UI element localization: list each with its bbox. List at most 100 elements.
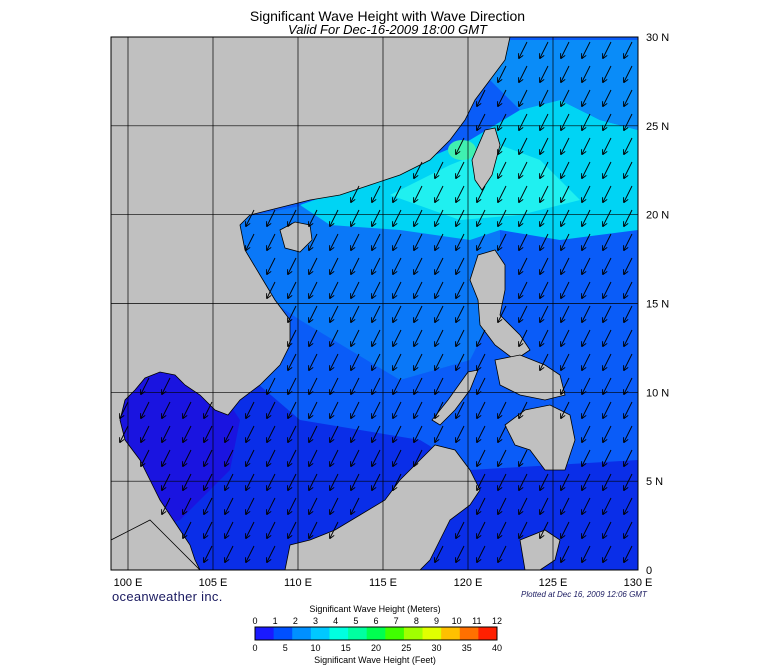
wave-arrow — [456, 305, 465, 322]
latitude-labels: 0 5 N 10 N 15 N 20 N 25 N 30 N — [646, 32, 669, 577]
wave-arrow — [351, 305, 360, 322]
wave-arrow — [267, 521, 276, 538]
colorbar-swatch — [459, 627, 479, 640]
wave-arrow — [330, 425, 339, 442]
wave-arrow — [288, 209, 297, 226]
wave-arrow — [477, 449, 486, 466]
wave-arrow — [267, 473, 276, 490]
wave-arrow — [246, 401, 255, 418]
wave-arrow — [582, 137, 591, 154]
wave-arrow — [561, 137, 570, 154]
wave-arrow — [267, 281, 276, 298]
wave-arrow — [372, 305, 381, 322]
wave-arrow — [456, 137, 465, 154]
wave-arrow — [540, 233, 549, 250]
wave-arrow — [183, 401, 192, 418]
wave-arrow — [330, 497, 339, 514]
wave-arrow — [624, 425, 633, 442]
wave-arrow — [414, 377, 423, 394]
wave-arrow — [624, 137, 633, 154]
sea-zone-pacific — [490, 40, 638, 130]
wave-arrow — [582, 545, 591, 562]
wave-arrow — [561, 41, 570, 58]
wave-arrow — [414, 185, 423, 202]
colorbar-meters-tick: 2 — [293, 616, 298, 626]
wave-direction-arrows — [120, 41, 633, 562]
wave-arrow — [519, 257, 528, 274]
wave-arrow — [561, 329, 570, 346]
wave-arrow — [288, 377, 297, 394]
wave-arrow — [372, 329, 381, 346]
wave-arrow — [540, 521, 549, 538]
wave-arrow — [456, 209, 465, 226]
wave-arrow — [540, 113, 549, 130]
wave-arrow — [603, 545, 612, 562]
wave-arrow — [603, 209, 612, 226]
wave-arrow — [582, 41, 591, 58]
colorbar-swatch — [310, 627, 330, 640]
wave-arrow — [498, 89, 507, 106]
wave-arrow — [225, 473, 234, 490]
wave-arrow — [288, 257, 297, 274]
wave-arrow — [351, 209, 360, 226]
wave-arrow — [288, 281, 297, 298]
wave-arrow — [183, 473, 192, 490]
wave-arrow — [582, 209, 591, 226]
colorbar-swatch — [366, 627, 386, 640]
wave-arrow — [603, 65, 612, 82]
wave-arrow — [561, 65, 570, 82]
colorbar-swatch — [385, 627, 405, 640]
wave-arrow — [414, 305, 423, 322]
colorbar-meters-tick: 3 — [313, 616, 318, 626]
wave-arrow — [204, 473, 213, 490]
wave-arrow — [267, 257, 276, 274]
wave-arrow — [288, 521, 297, 538]
colorbar-swatch — [478, 627, 498, 640]
wave-arrow — [603, 425, 612, 442]
wave-arrow — [372, 425, 381, 442]
wave-arrow — [288, 305, 297, 322]
land-hainan — [279, 221, 313, 253]
wave-arrow — [162, 473, 171, 490]
wave-arrow — [477, 353, 486, 370]
wave-arrow — [351, 185, 360, 202]
wave-arrow — [582, 473, 591, 490]
wave-arrow — [183, 449, 192, 466]
wave-arrow — [372, 281, 381, 298]
wave-arrow — [225, 449, 234, 466]
wave-arrow — [519, 41, 528, 58]
longitude-label: 105 E — [199, 577, 228, 589]
wave-arrow — [372, 185, 381, 202]
wave-arrow — [519, 497, 528, 514]
wave-arrow — [330, 353, 339, 370]
wave-arrow — [204, 545, 213, 562]
wave-arrow — [393, 305, 402, 322]
wave-arrow — [519, 401, 528, 418]
wave-arrow — [624, 329, 633, 346]
wave-arrow — [456, 425, 465, 442]
wave-arrow — [456, 329, 465, 346]
wave-arrow — [519, 521, 528, 538]
wave-arrow — [309, 377, 318, 394]
map-subtitle: Valid For Dec-16-2009 18:00 GMT — [288, 22, 487, 37]
colorbar-swatch — [441, 627, 461, 640]
wave-arrow — [624, 377, 633, 394]
wave-arrow — [603, 185, 612, 202]
wave-arrow — [351, 449, 360, 466]
wave-arrow — [330, 521, 339, 538]
wave-arrow — [624, 473, 633, 490]
wave-arrow — [414, 281, 423, 298]
wave-arrow — [603, 233, 612, 250]
wave-arrow — [141, 401, 150, 418]
wave-arrow — [561, 113, 570, 130]
wave-arrow — [351, 377, 360, 394]
wave-arrow — [561, 281, 570, 298]
wave-arrow — [477, 113, 486, 130]
wave-arrow — [393, 233, 402, 250]
wave-arrow — [393, 473, 402, 490]
wave-arrow — [393, 329, 402, 346]
wave-arrow — [582, 401, 591, 418]
land-taiwan — [471, 127, 501, 191]
wave-arrow — [393, 353, 402, 370]
wave-arrow — [435, 377, 444, 394]
